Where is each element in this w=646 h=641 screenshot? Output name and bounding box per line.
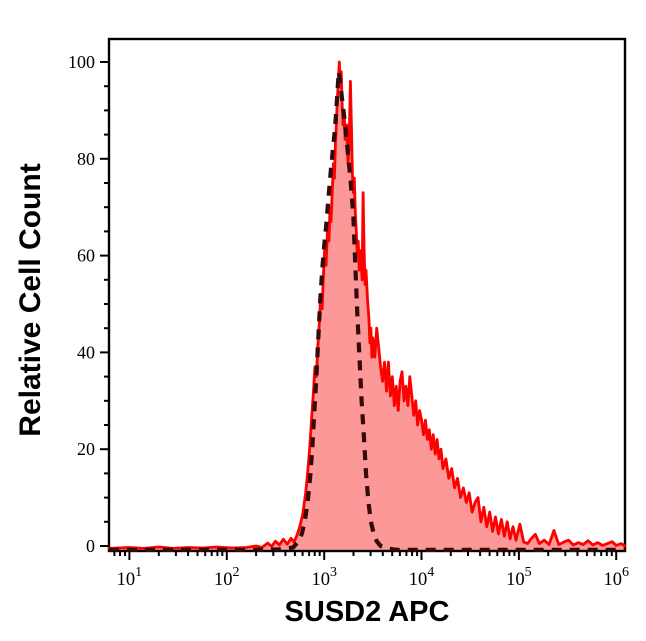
x-axis-tick-labels: 101 102 103 104 105 106	[117, 565, 629, 590]
x-tick-label: 101	[117, 565, 143, 590]
x-tick-label: 104	[409, 565, 435, 590]
y-axis-tick-labels: 0 20 40 60 80 100	[68, 52, 95, 556]
plot-border	[107, 37, 627, 553]
x-tick-label: 105	[506, 565, 532, 590]
x-axis-ticks	[113, 551, 618, 560]
y-tick-label: 100	[68, 52, 95, 72]
y-tick-label: 80	[77, 149, 95, 169]
y-axis-ticks	[100, 61, 109, 547]
y-tick-label: 20	[77, 439, 95, 459]
y-tick-label: 0	[86, 536, 95, 556]
x-axis-title: SUSD2 APC	[284, 596, 450, 628]
y-tick-label: 40	[77, 342, 95, 362]
y-axis-title: Relative Cell Count	[14, 163, 47, 437]
y-tick-label: 60	[77, 246, 95, 266]
sample-histogram-outline	[107, 60, 627, 550]
control-histogram-dashed	[109, 69, 625, 552]
x-tick-label: 103	[311, 565, 337, 590]
x-tick-label: 102	[214, 565, 240, 590]
x-tick-label: 106	[603, 565, 629, 590]
